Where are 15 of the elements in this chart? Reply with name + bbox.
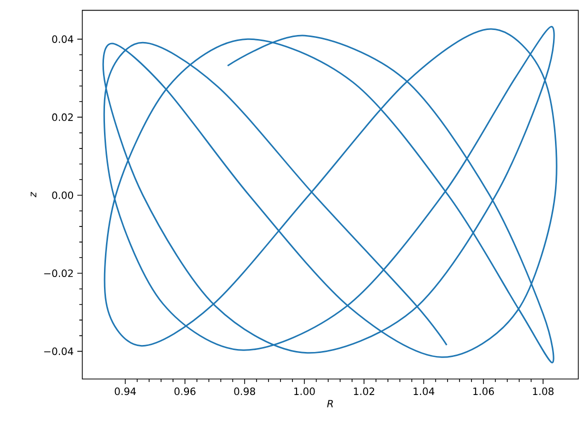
- x-tick-label: 0.94: [114, 388, 136, 396]
- x-tick-label: 1.00: [294, 388, 315, 396]
- x-tick-label: 1.02: [354, 388, 374, 396]
- y-tick-label: 0.02: [52, 113, 73, 121]
- y-axis-title: z: [30, 192, 36, 198]
- y-tick-label: −0.04: [44, 348, 74, 356]
- x-tick-label: 0.96: [174, 388, 196, 396]
- x-tick-label: 1.08: [533, 388, 554, 396]
- y-tick-label: 0.00: [52, 191, 74, 200]
- y-tick-label: −0.02: [44, 269, 73, 278]
- x-axis-title: R: [327, 400, 333, 408]
- x-tick-label: 0.98: [234, 388, 256, 396]
- x-tick-label: 1.06: [473, 388, 494, 396]
- x-tick-label: 1.04: [414, 388, 434, 396]
- y-tick-label: 0.04: [52, 35, 74, 43]
